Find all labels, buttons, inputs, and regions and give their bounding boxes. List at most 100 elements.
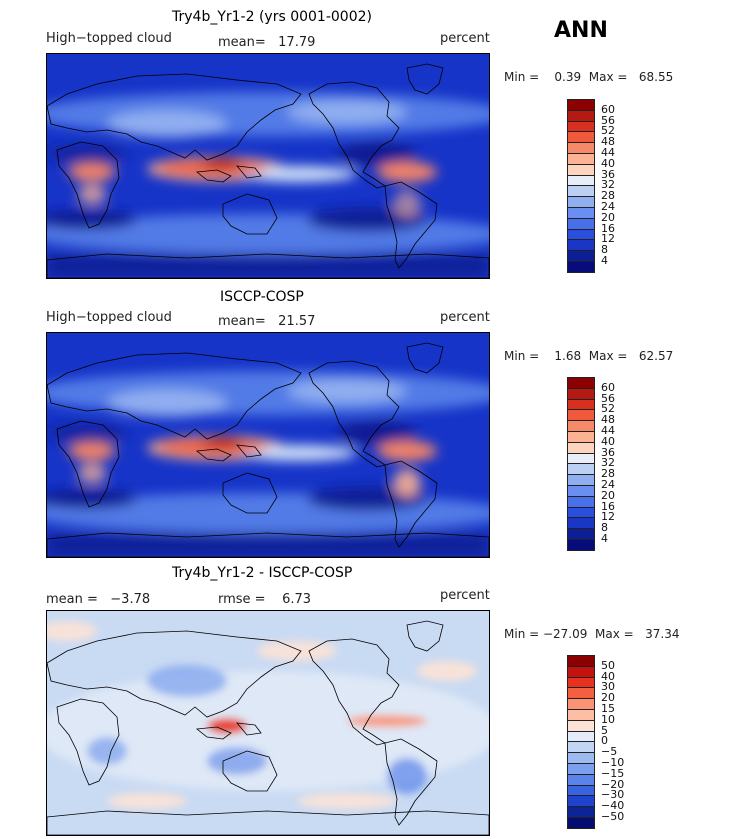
colorbar-tick-label: 20 <box>601 210 615 224</box>
colorbar-tick-label: 8 <box>601 243 608 257</box>
panel1-left-label: High−topped cloud <box>46 31 172 46</box>
colorbar-swatch <box>567 752 595 764</box>
colorbar-swatch <box>567 196 595 208</box>
panel1-minmax: Min = 0.39 Max = 68.55 <box>504 70 674 84</box>
colorbar-tick-label: 24 <box>601 478 615 491</box>
panel3-minmax: Min = −27.09 Max = 37.34 <box>504 627 680 641</box>
colorbar-tick-label: 20 <box>601 488 615 502</box>
colorbar-tick-label: 56 <box>601 113 615 127</box>
colorbar-swatch <box>567 398 595 411</box>
colorbar-frame <box>567 377 595 551</box>
panel2-units-label: percent <box>440 310 490 325</box>
colorbar-tick-label: −20 <box>601 777 625 791</box>
colorbar-tick-label: 12 <box>601 510 615 524</box>
colorbar-tick-label: 40 <box>601 156 615 170</box>
colorbar-tick-label: 60 <box>601 380 615 394</box>
colorbar-swatch <box>567 517 595 530</box>
colorbar-swatch <box>567 676 595 689</box>
colorbar-tick-label: 40 <box>601 669 615 683</box>
colorbar-tick-label: 16 <box>601 221 615 235</box>
colorbar-swatch <box>567 730 595 743</box>
colorbar-swatch <box>567 99 595 111</box>
colorbar-swatch <box>567 452 595 465</box>
panel3-units-label: percent <box>440 588 490 603</box>
colorbar-swatch <box>567 431 595 443</box>
colorbar-tick-label: 32 <box>601 456 615 470</box>
panel3-title: Try4b_Yr1-2 - ISCCP-COSP <box>172 565 353 581</box>
colorbar-swatch <box>567 409 595 422</box>
colorbar-swatch <box>567 506 595 519</box>
colorbar-swatch <box>567 485 595 497</box>
colorbar-swatch <box>567 495 595 508</box>
colorbar-swatch <box>567 806 595 818</box>
colorbar-swatch <box>567 387 595 400</box>
colorbar-tick-label: −15 <box>601 766 625 780</box>
panel2-map <box>46 332 490 558</box>
colorbar-swatch <box>567 131 595 144</box>
colorbar-swatch <box>567 109 595 122</box>
colorbar-swatch <box>567 250 595 262</box>
colorbar-tick-label: 40 <box>601 434 615 448</box>
colorbar-swatch <box>567 709 595 721</box>
colorbar-tick-label: 12 <box>601 232 615 246</box>
colorbar-tick-label: 52 <box>601 124 615 138</box>
colorbar-tick-label: 8 <box>601 521 608 535</box>
colorbar-tick-label: −30 <box>601 788 625 802</box>
colorbar-swatch <box>567 763 595 775</box>
colorbar-swatch <box>567 174 595 187</box>
colorbar-swatch <box>567 217 595 230</box>
colorbar-tick-label: 0 <box>601 734 608 748</box>
colorbar-tick-label: 20 <box>601 691 615 705</box>
colorbar-tick-label: −10 <box>601 756 625 769</box>
colorbar-tick-label: 24 <box>601 200 615 213</box>
colorbar-swatch <box>567 474 595 486</box>
colorbar-swatch <box>567 817 595 829</box>
colorbar-tick-label: −5 <box>601 745 618 759</box>
panel3-mean-label: mean = −3.78 <box>46 592 151 607</box>
colorbar-tick-label: 36 <box>601 167 615 181</box>
colorbar-tick-label: 28 <box>601 467 615 481</box>
colorbar-tick-label: 16 <box>601 499 615 513</box>
panel1-mean-label: mean= 17.79 <box>218 35 316 50</box>
colorbar-swatch <box>567 120 595 133</box>
colorbar-tick-label: 56 <box>601 391 615 405</box>
colorbar-swatch <box>567 784 595 797</box>
colorbar-tick-label: 36 <box>601 445 615 459</box>
colorbar-swatch <box>567 142 595 154</box>
colorbar-tick-label: −40 <box>601 799 625 813</box>
colorbar-swatch <box>567 228 595 241</box>
colorbar-swatch <box>567 719 595 732</box>
colorbar-swatch <box>567 261 595 273</box>
colorbar-swatch <box>567 795 595 808</box>
colorbar-tick-label: 15 <box>601 702 615 715</box>
colorbar-tick-label: 44 <box>601 424 615 437</box>
colorbar-swatch <box>567 377 595 389</box>
colorbar-tick-label: 50 <box>601 658 615 672</box>
colorbar-swatch <box>567 539 595 551</box>
panel1-units-label: percent <box>440 31 490 46</box>
colorbar-swatch <box>567 463 595 476</box>
season-label: ANN <box>554 18 608 43</box>
panel3-map <box>46 610 490 836</box>
colorbar-swatch <box>567 239 595 252</box>
colorbar-swatch <box>567 655 595 667</box>
colorbar-tick-label: 5 <box>601 723 608 737</box>
colorbar-tick-label: 32 <box>601 178 615 192</box>
colorbar-swatch <box>567 528 595 540</box>
colorbar-tick-label: 52 <box>601 402 615 416</box>
colorbar-swatch <box>567 773 595 786</box>
colorbar-tick-label: −50 <box>601 810 625 823</box>
colorbar-swatch <box>567 207 595 219</box>
colorbar-tick-label: 10 <box>601 712 615 726</box>
panel1-title: Try4b_Yr1-2 (yrs 0001-0002) <box>172 9 372 25</box>
panel3-rmse-label: rmse = 6.73 <box>218 592 312 607</box>
colorbar-swatch <box>567 698 595 710</box>
difference-map-svg <box>47 611 489 835</box>
colorbar-swatch <box>567 153 595 165</box>
colorbar-tick-label: 48 <box>601 413 615 427</box>
panel1-map <box>46 53 490 279</box>
panel2-title: ISCCP-COSP <box>220 289 304 305</box>
colorbar-swatch <box>567 185 595 198</box>
colorbar-swatch <box>567 420 595 432</box>
colorbar-tick-label: 30 <box>601 680 615 694</box>
